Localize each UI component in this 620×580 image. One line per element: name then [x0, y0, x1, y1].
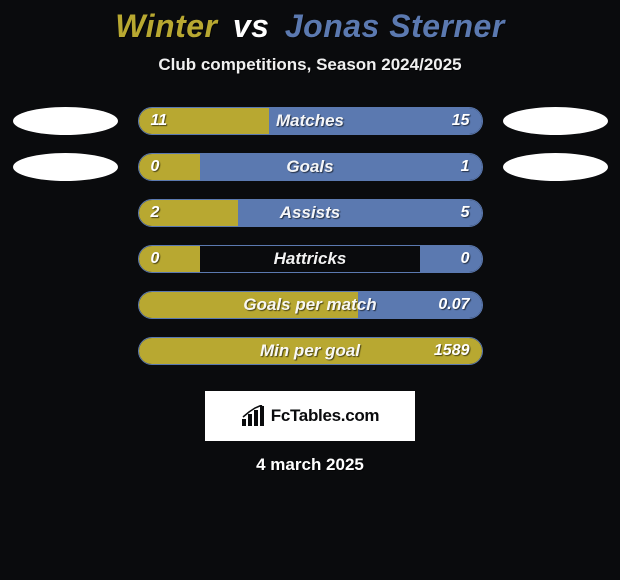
player2-name: Jonas Sterner — [285, 8, 505, 44]
stat-row: 2 5 Assists — [13, 199, 608, 227]
flag-right — [503, 153, 608, 181]
flag-left — [13, 153, 118, 181]
stat-label: Min per goal — [260, 341, 360, 361]
value-player2: 1 — [461, 158, 470, 176]
brand-text: FcTables.com — [271, 406, 380, 426]
segment-player1 — [139, 246, 201, 272]
stat-bar: 2 5 Assists — [138, 199, 483, 227]
stat-bar: 0 0 Hattricks — [138, 245, 483, 273]
player1-name: Winter — [115, 8, 217, 44]
value-player1: 11 — [151, 112, 168, 130]
subtitle: Club competitions, Season 2024/2025 — [158, 55, 461, 75]
value-player1: 0 — [151, 250, 160, 268]
value-player2: 1589 — [434, 342, 470, 360]
stat-bar: 11 15 Matches — [138, 107, 483, 135]
segment-player1 — [139, 154, 201, 180]
comparison-infographic: Winter vs Jonas Sterner Club competition… — [0, 0, 620, 475]
segment-player2 — [238, 200, 482, 226]
value-player1: 0 — [151, 158, 160, 176]
value-player2: 0.07 — [438, 296, 469, 314]
stat-label: Goals — [286, 157, 333, 177]
value-player2: 5 — [461, 204, 470, 222]
title: Winter vs Jonas Sterner — [115, 8, 505, 45]
value-player2: 0 — [461, 250, 470, 268]
stat-row: 11 15 Matches — [13, 107, 608, 135]
value-player1: 2 — [151, 204, 160, 222]
segment-player2 — [200, 154, 481, 180]
stat-label: Goals per match — [243, 295, 376, 315]
stat-row: 0 1 Goals — [13, 153, 608, 181]
vs-text: vs — [233, 8, 270, 44]
flag-left — [13, 107, 118, 135]
value-player2: 15 — [452, 112, 470, 130]
stat-row: 0.07 Goals per match — [13, 291, 608, 319]
flag-right — [503, 107, 608, 135]
segment-player2 — [420, 246, 482, 272]
stat-bar: 0.07 Goals per match — [138, 291, 483, 319]
brand-box: FcTables.com — [205, 391, 415, 441]
chart-icon — [241, 405, 265, 427]
date-text: 4 march 2025 — [256, 455, 364, 475]
stats-list: 11 15 Matches 0 1 Goals 2 5 Assists 0 0 Hattricks 0.… — [13, 107, 608, 383]
stat-row: 0 0 Hattricks — [13, 245, 608, 273]
stat-label: Assists — [280, 203, 340, 223]
stat-label: Matches — [276, 111, 344, 131]
stat-row: 1589 Min per goal — [13, 337, 608, 365]
stat-label: Hattricks — [274, 249, 347, 269]
stat-bar: 0 1 Goals — [138, 153, 483, 181]
stat-bar: 1589 Min per goal — [138, 337, 483, 365]
